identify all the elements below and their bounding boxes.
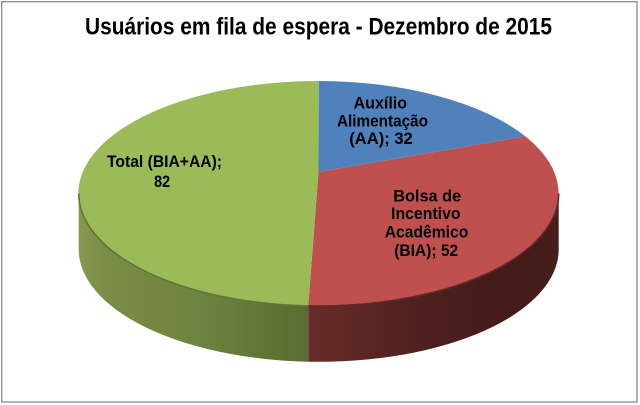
svg-text:Total (BIA+AA);: Total (BIA+AA);: [107, 152, 222, 171]
svg-text:Bolsa de: Bolsa de: [393, 187, 461, 206]
svg-text:Incentivo: Incentivo: [391, 204, 461, 223]
svg-text:(BIA); 52: (BIA); 52: [394, 241, 458, 260]
svg-text:Alimentação: Alimentação: [337, 111, 428, 130]
svg-text:(AA); 32: (AA); 32: [349, 129, 413, 148]
svg-text:Usuários em fila de espera - D: Usuários em fila de espera - Dezembro de…: [85, 14, 552, 41]
svg-text:Auxílio: Auxílio: [354, 93, 408, 112]
svg-text:Acadêmico: Acadêmico: [385, 222, 469, 241]
svg-text:82: 82: [154, 172, 170, 191]
